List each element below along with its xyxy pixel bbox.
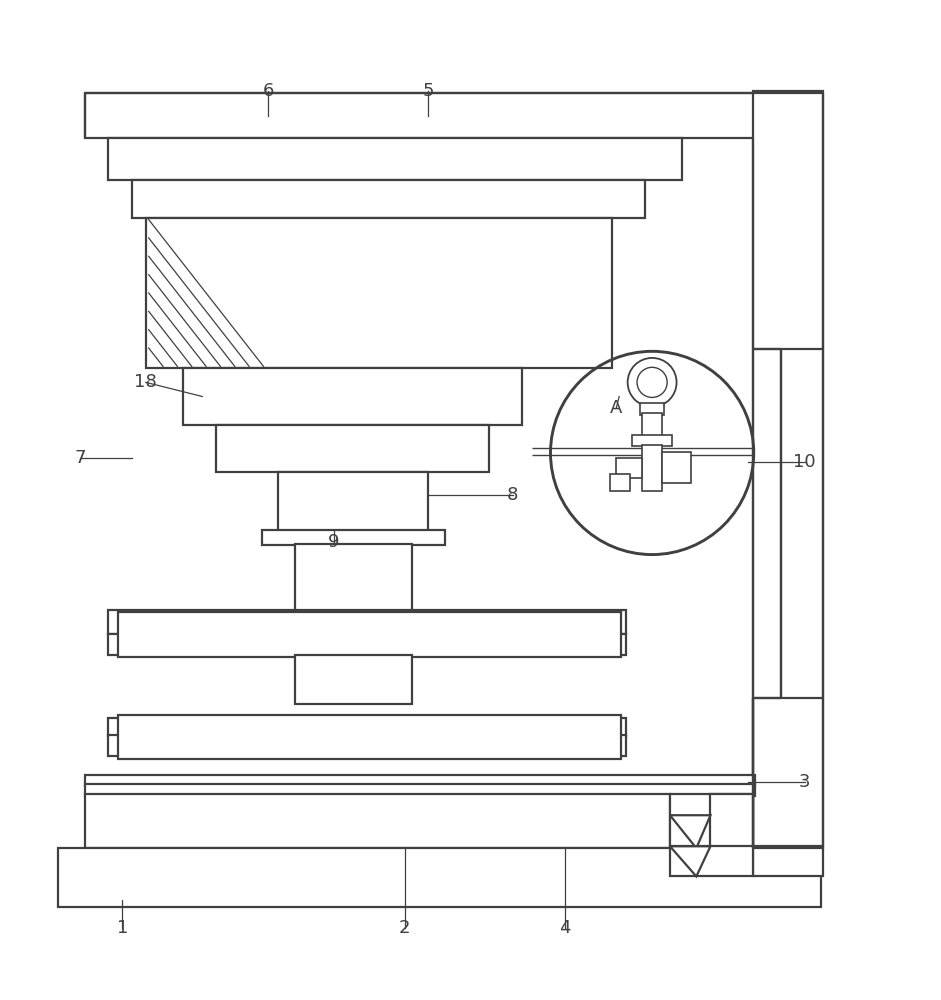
Bar xyxy=(118,715,621,759)
Bar xyxy=(108,138,682,180)
Bar xyxy=(85,784,755,796)
Circle shape xyxy=(637,367,667,397)
Text: 10: 10 xyxy=(793,453,816,471)
Bar xyxy=(85,93,819,138)
Bar xyxy=(108,610,626,634)
Text: 1: 1 xyxy=(117,919,128,937)
Bar xyxy=(670,846,753,876)
Bar xyxy=(670,794,753,848)
Bar xyxy=(753,846,823,876)
Text: 4: 4 xyxy=(559,919,570,937)
Text: 9: 9 xyxy=(328,533,340,551)
Bar xyxy=(118,612,621,657)
Bar xyxy=(642,413,662,439)
Text: 5: 5 xyxy=(423,82,434,100)
Bar xyxy=(108,634,626,655)
Polygon shape xyxy=(670,815,710,848)
Text: 2: 2 xyxy=(399,919,410,937)
Bar xyxy=(295,655,412,704)
Bar xyxy=(108,735,626,756)
Bar xyxy=(216,425,489,472)
Text: 18: 18 xyxy=(135,373,157,391)
Bar xyxy=(662,452,691,483)
Bar xyxy=(642,445,662,491)
Bar xyxy=(146,218,612,368)
Bar xyxy=(58,848,821,907)
Bar xyxy=(183,368,522,425)
Circle shape xyxy=(628,358,677,407)
Bar xyxy=(295,544,412,613)
Text: 8: 8 xyxy=(507,486,518,504)
Bar xyxy=(108,718,626,737)
Bar xyxy=(632,435,672,446)
Polygon shape xyxy=(670,846,710,876)
Bar xyxy=(262,530,445,545)
Bar xyxy=(610,474,630,491)
Bar xyxy=(753,91,823,848)
Bar xyxy=(278,472,428,533)
Text: A: A xyxy=(610,399,623,417)
Bar xyxy=(616,458,642,478)
Bar xyxy=(85,794,670,848)
Text: 7: 7 xyxy=(74,449,86,467)
Bar xyxy=(710,794,753,848)
Bar xyxy=(640,403,664,415)
Text: 3: 3 xyxy=(799,773,810,791)
Bar xyxy=(85,775,755,786)
Text: 6: 6 xyxy=(263,82,274,100)
Bar xyxy=(132,180,645,218)
